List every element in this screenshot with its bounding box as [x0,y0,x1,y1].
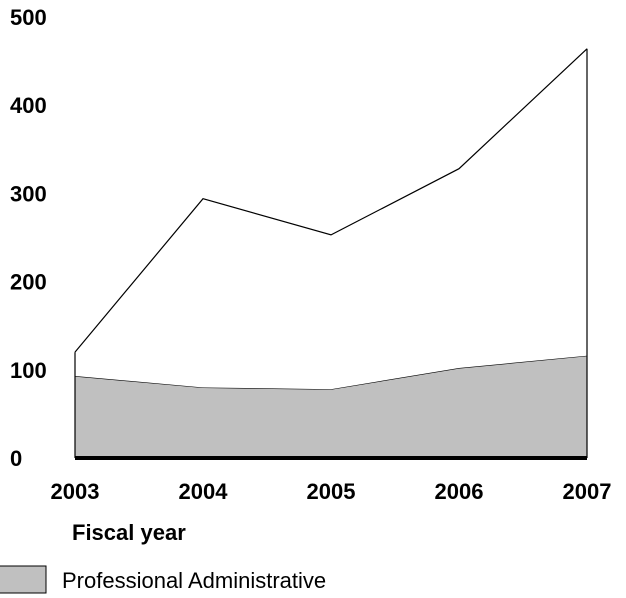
x-tick-label-2006: 2006 [435,479,484,504]
area-series-group [74,48,588,458]
y-tick-label-100: 100 [10,358,47,383]
y-tick-label-200: 200 [10,270,47,295]
x-tick-label-2004: 2004 [179,479,229,504]
area-series-2 [75,48,587,390]
y-axis-tick-labels: 0 100 200 300 400 500 [10,5,47,471]
y-tick-label-300: 300 [10,181,47,206]
x-tick-label-2005: 2005 [307,479,356,504]
legend-label-professional-administrative: Professional Administrative [62,568,326,593]
y-tick-label-500: 500 [10,5,47,30]
y-tick-label-0: 0 [10,446,22,471]
area-series-2-outline [74,48,588,353]
x-axis-tick-labels: 2003 2004 2005 2006 2007 [51,479,612,504]
legend-swatch-professional-administrative [0,565,47,594]
y-tick-label-400: 400 [10,93,47,118]
area-series-1 [75,355,587,458]
x-tick-label-2003: 2003 [51,479,100,504]
x-axis-title: Fiscal year [72,520,186,545]
x-tick-label-2007: 2007 [563,479,612,504]
legend: Professional Administrative [0,565,326,594]
